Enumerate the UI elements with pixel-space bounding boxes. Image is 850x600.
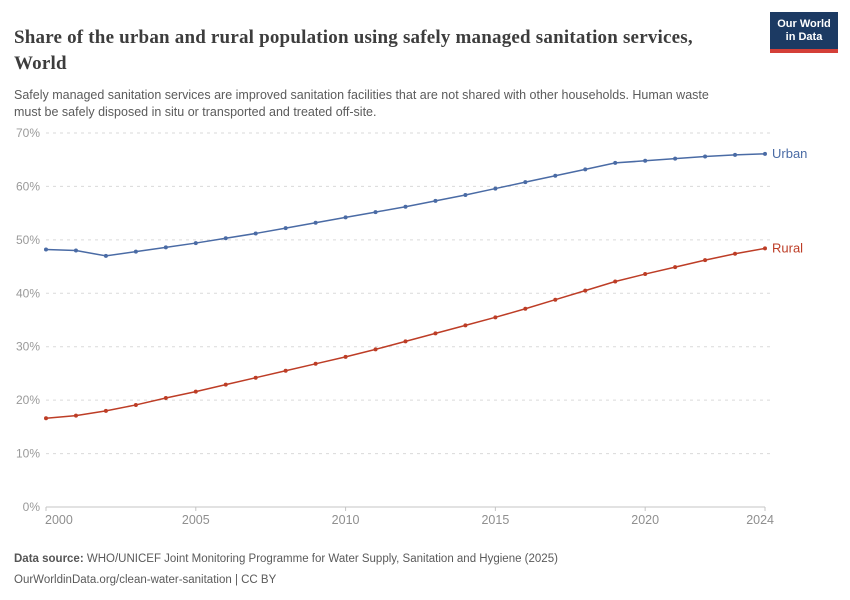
series-point-rural[interactable] <box>343 354 348 359</box>
y-tick-label: 20% <box>16 393 40 407</box>
series-point-urban[interactable] <box>283 226 288 231</box>
y-tick-label: 0% <box>23 500 41 514</box>
series-point-rural[interactable] <box>613 279 618 284</box>
x-tick-label: 2000 <box>45 513 73 527</box>
x-tick-label: 2010 <box>332 513 360 527</box>
series-point-rural[interactable] <box>163 396 168 401</box>
owid-logo-line1: Our World <box>777 18 831 30</box>
series-point-rural[interactable] <box>463 323 468 328</box>
series-point-rural[interactable] <box>283 368 288 373</box>
y-tick-label: 10% <box>16 447 40 461</box>
series-point-urban[interactable] <box>343 215 348 220</box>
series-point-urban[interactable] <box>763 151 767 156</box>
series-point-rural[interactable] <box>223 382 228 387</box>
series-point-rural[interactable] <box>133 402 138 407</box>
series-point-urban[interactable] <box>613 160 618 165</box>
y-tick-label: 60% <box>16 179 40 193</box>
series-point-rural[interactable] <box>703 258 708 263</box>
series-point-urban[interactable] <box>313 220 318 225</box>
y-tick-label: 40% <box>16 286 40 300</box>
series-point-urban[interactable] <box>193 241 198 246</box>
y-tick-label: 50% <box>16 233 40 247</box>
series-end-label-rural[interactable]: Rural <box>772 240 803 255</box>
series-line-rural[interactable] <box>45 247 766 420</box>
series-point-urban[interactable] <box>733 152 738 157</box>
owid-logo-line2: in Data <box>785 31 823 43</box>
series-point-urban[interactable] <box>523 180 528 185</box>
license-line: OurWorldinData.org/clean-water-sanitatio… <box>14 574 277 586</box>
series-point-urban[interactable] <box>583 167 588 172</box>
chart-canvas[interactable]: 0% 10% 20% 30% 40% 50% 60% 70% 2000 2005 2010 2015 2… <box>0 115 850 545</box>
series-point-rural[interactable] <box>553 297 558 302</box>
series-point-rural[interactable] <box>103 408 108 413</box>
series-point-rural[interactable] <box>373 347 378 352</box>
source-line: Data source: WHO/UNICEF Joint Monitoring… <box>14 549 558 570</box>
series-point-urban[interactable] <box>703 154 708 159</box>
page-title: Share of the urban and rural population … <box>14 26 693 74</box>
series-point-urban[interactable] <box>44 247 48 252</box>
y-tick-label: 30% <box>16 340 40 354</box>
source-label: Data source: <box>14 553 84 565</box>
series-point-rural[interactable] <box>733 251 738 256</box>
series-point-urban[interactable] <box>463 192 468 197</box>
series-end-label-urban[interactable]: Urban <box>772 146 807 161</box>
y-tick-label: 70% <box>16 126 40 140</box>
series-point-urban[interactable] <box>433 198 438 203</box>
series-point-rural[interactable] <box>44 416 48 421</box>
series-point-urban[interactable] <box>373 210 378 215</box>
series-point-rural[interactable] <box>313 361 318 366</box>
series-point-rural[interactable] <box>73 413 78 418</box>
series-point-urban[interactable] <box>133 249 138 254</box>
series-point-rural[interactable] <box>583 288 588 293</box>
x-tick-label: 2024 <box>746 513 774 527</box>
chart-subtitle: Safely managed sanitation services are i… <box>14 87 709 119</box>
chart-footer: Data source: WHO/UNICEF Joint Monitoring… <box>14 549 558 591</box>
series-point-rural[interactable] <box>493 315 498 320</box>
series-point-urban[interactable] <box>403 204 408 209</box>
series-point-rural[interactable] <box>673 265 678 270</box>
series-point-urban[interactable] <box>103 253 108 258</box>
x-tick-label: 2020 <box>631 513 659 527</box>
series-point-urban[interactable] <box>253 231 258 236</box>
series-point-rural[interactable] <box>763 246 767 251</box>
series-point-urban[interactable] <box>163 245 168 250</box>
series-point-urban[interactable] <box>553 173 558 178</box>
series-point-urban[interactable] <box>223 236 228 241</box>
series-point-rural[interactable] <box>403 339 408 344</box>
series-point-rural[interactable] <box>193 389 198 394</box>
series-point-urban[interactable] <box>643 158 648 163</box>
series-point-rural[interactable] <box>433 331 438 336</box>
owid-logo[interactable]: Our World in Data <box>770 12 838 53</box>
x-tick-label: 2015 <box>481 513 509 527</box>
source-text: WHO/UNICEF Joint Monitoring Programme fo… <box>83 553 558 565</box>
x-tick-label: 2005 <box>182 513 210 527</box>
series-point-urban[interactable] <box>673 156 678 161</box>
series-point-rural[interactable] <box>523 306 528 311</box>
series-point-rural[interactable] <box>253 375 258 380</box>
series-point-rural[interactable] <box>643 272 648 277</box>
series-point-urban[interactable] <box>73 248 78 253</box>
series-point-urban[interactable] <box>493 186 498 191</box>
